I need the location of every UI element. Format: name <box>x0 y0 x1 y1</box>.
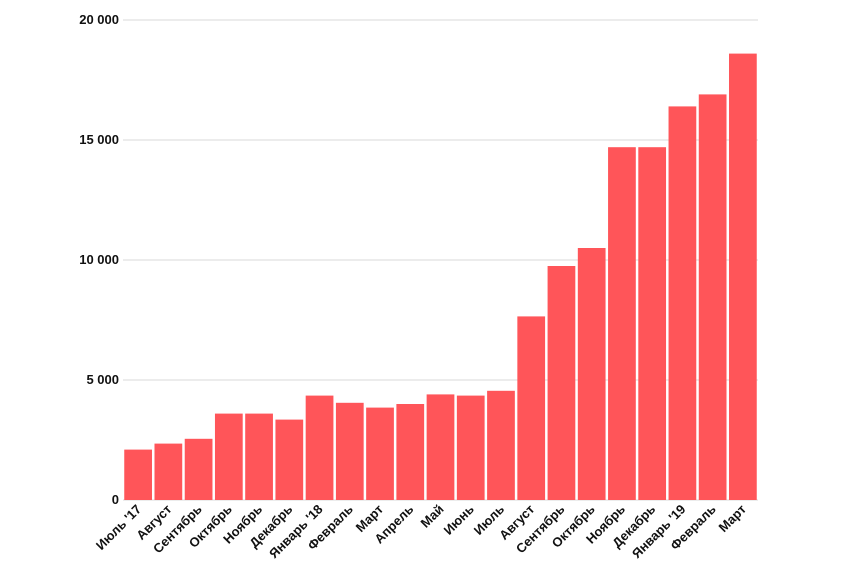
bar <box>154 443 183 500</box>
bars <box>124 53 757 501</box>
bar <box>124 449 152 500</box>
bar <box>396 404 425 500</box>
y-tick-label: 20 000 <box>79 12 119 27</box>
y-tick-label: 5 000 <box>86 372 119 387</box>
bar <box>184 438 213 500</box>
x-axis-ticks: Июль '17АвгустСентябрьОктябрьНоябрьДекаб… <box>93 502 749 562</box>
bar <box>456 395 485 500</box>
bar <box>638 147 667 500</box>
bar <box>487 390 515 500</box>
bar <box>426 394 455 500</box>
y-tick-label: 0 <box>112 492 119 507</box>
bar <box>275 419 304 500</box>
y-axis-ticks: 0 5 000 10 000 15 000 20 000 <box>79 12 119 507</box>
bar <box>547 266 576 500</box>
x-tick-label: Июль '17 <box>93 502 144 553</box>
y-tick-label: 15 000 <box>79 132 119 147</box>
bar <box>305 395 334 500</box>
bar <box>366 407 394 500</box>
bar <box>668 106 697 501</box>
bar <box>577 248 606 500</box>
bar <box>214 413 243 500</box>
bar <box>517 316 546 500</box>
bar <box>608 147 636 500</box>
x-tick-label: Июнь <box>441 502 477 538</box>
bar <box>245 413 273 500</box>
bar <box>729 53 757 500</box>
y-tick-label: 10 000 <box>79 252 119 267</box>
bar <box>698 94 727 501</box>
x-tick-label: Март <box>716 502 749 535</box>
bar <box>335 402 364 500</box>
